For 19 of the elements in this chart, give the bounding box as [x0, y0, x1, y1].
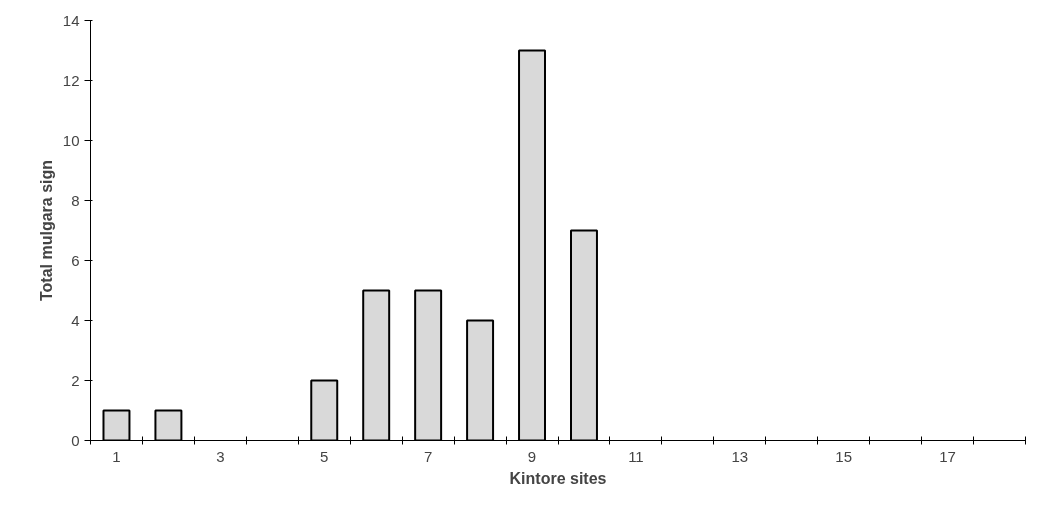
- y-tick-label: 4: [71, 311, 80, 329]
- x-axis-title: Kintore sites: [509, 469, 607, 487]
- x-tick-label: 11: [628, 447, 644, 465]
- x-tick-label: 1: [112, 447, 121, 465]
- x-tick-label: 7: [423, 447, 433, 465]
- x-tick-label: 9: [527, 447, 537, 465]
- y-tick-label: 8: [71, 191, 80, 209]
- y-tick-label: 10: [62, 131, 80, 149]
- x-tick-label: 15: [835, 447, 853, 465]
- y-tick-label: 2: [71, 371, 80, 389]
- y-tick-label: 6: [71, 251, 80, 269]
- y-tick-label: 14: [62, 11, 80, 29]
- y-axis-title: Total mulgara sign: [37, 159, 55, 302]
- x-tick-label: 5: [320, 447, 329, 465]
- y-tick-label: 12: [62, 71, 80, 89]
- x-tick-label: 3: [216, 447, 225, 465]
- x-tick-label: 13: [731, 447, 749, 465]
- y-tick-label: 0: [71, 431, 80, 449]
- x-tick-label: 17: [939, 447, 956, 465]
